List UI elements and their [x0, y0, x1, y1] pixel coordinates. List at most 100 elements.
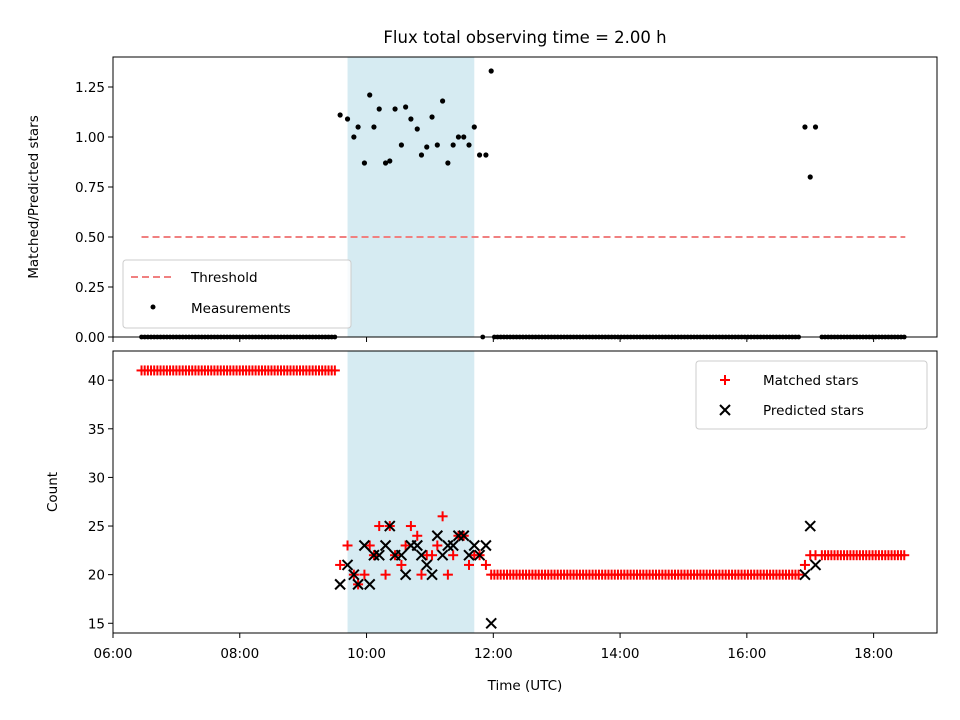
- measurement-point: [355, 124, 361, 130]
- measurement-point: [440, 98, 446, 104]
- predicted-point: [358, 539, 371, 552]
- predicted-point: [799, 568, 811, 581]
- cross-b: [399, 568, 412, 581]
- matched-point: [480, 559, 491, 570]
- x-tick-label: 10:00: [347, 646, 386, 662]
- measurement-point: [403, 104, 409, 110]
- legend-predicted-swatch: [719, 404, 731, 416]
- predicted-point: [399, 568, 412, 581]
- matched-point: [342, 540, 353, 551]
- predicted-point: [463, 549, 475, 561]
- predicted-point: [809, 559, 822, 571]
- cross-b: [447, 539, 459, 552]
- bottom-y-ticks: 15 20 25 30 35 40: [88, 373, 113, 632]
- measurement-point: [466, 142, 472, 148]
- top-highlight-span: [347, 57, 475, 337]
- legend-threshold-label: Threshold: [190, 270, 258, 286]
- predicted-point: [473, 549, 486, 561]
- y-tick-label: 0.50: [75, 230, 105, 246]
- legend-measurements-label: Measurements: [191, 301, 291, 317]
- cross-b: [341, 559, 354, 571]
- cross-b: [809, 559, 822, 571]
- legend-matched-label: Matched stars: [763, 373, 859, 389]
- cross-b: [485, 617, 497, 629]
- predicted-point: [415, 549, 428, 561]
- measurement-point: [445, 160, 451, 166]
- cross-b: [458, 530, 470, 542]
- x-tick-label: 18:00: [854, 646, 893, 662]
- y-tick-label: 25: [88, 519, 105, 535]
- bottom-legend: Matched stars Predicted stars: [695, 360, 928, 430]
- predicted-point: [411, 539, 423, 552]
- measurement-point: [351, 134, 357, 140]
- measurement-point: [488, 68, 494, 74]
- matched-point: [412, 530, 423, 541]
- measurement-point: [429, 114, 435, 120]
- predicted-point: [373, 549, 385, 561]
- measurement-point: [476, 152, 483, 158]
- measurement-point: [434, 142, 440, 148]
- cross-b: [334, 578, 346, 591]
- y-tick-label: 0.00: [75, 330, 105, 346]
- predicted-point: [436, 549, 449, 561]
- cross-b: [384, 520, 396, 532]
- cross-b: [352, 578, 364, 591]
- measurement-point: [414, 126, 420, 132]
- predicted-point: [426, 568, 438, 581]
- legend-plus-mark: [720, 375, 730, 385]
- measurement-point: [367, 92, 373, 98]
- cross-b: [426, 568, 438, 581]
- bottom-x-ticks: 06:00 08:00 10:00 12:00 14:00 16:00 18:00: [94, 633, 893, 662]
- measurement-point: [455, 134, 462, 140]
- x-tick-label: 14:00: [601, 646, 640, 662]
- cross-b: [379, 539, 392, 552]
- measurement-point: [398, 142, 404, 148]
- cross-b: [799, 568, 811, 581]
- y-tick-label: 35: [88, 422, 105, 438]
- matched-point: [405, 521, 416, 532]
- measurement-point: [812, 124, 819, 130]
- cross-b: [415, 549, 428, 561]
- y-tick-label: 15: [88, 616, 105, 632]
- matched-point: [464, 559, 475, 570]
- measurement-point: [471, 124, 477, 130]
- predicted-point: [421, 559, 433, 571]
- cross-b: [436, 549, 449, 561]
- matched-point: [442, 569, 453, 580]
- predicted-point: [379, 539, 392, 552]
- matched-point: [432, 540, 443, 551]
- measurement-point: [461, 134, 467, 140]
- matched-point: [810, 550, 821, 561]
- measurement-point: [807, 174, 813, 180]
- matched-point: [899, 550, 910, 561]
- cross-b: [473, 549, 486, 561]
- legend-predicted-label: Predicted stars: [763, 403, 864, 419]
- cross-b: [431, 530, 444, 542]
- matched-point: [793, 569, 804, 580]
- matched-point: [374, 521, 385, 532]
- predicted-point: [341, 559, 354, 571]
- predicted-point: [480, 539, 492, 552]
- x-tick-label: 06:00: [94, 646, 133, 662]
- chart-title: Flux total observing time = 2.00 h: [383, 28, 666, 47]
- x-tick-label: 16:00: [727, 646, 766, 662]
- measurement-point: [371, 124, 377, 130]
- top-y-axis-label: Matched/Predicted stars: [26, 115, 42, 278]
- measurement-point: [382, 160, 389, 166]
- y-tick-label: 1.25: [75, 80, 105, 96]
- x-tick-label: 08:00: [220, 646, 259, 662]
- top-y-ticks: 0.00 0.25 0.50 0.75 1.00 1.25: [75, 80, 113, 346]
- matched-point: [799, 559, 810, 570]
- cross-b: [364, 578, 376, 591]
- cross-b: [411, 539, 423, 552]
- x-axis-label: Time (UTC): [487, 678, 563, 694]
- cross-b: [373, 549, 385, 561]
- legend-matched-swatch: [720, 375, 730, 385]
- measurement-point: [418, 152, 425, 158]
- predicted-point: [348, 568, 360, 581]
- predicted-point: [447, 539, 459, 552]
- matched-point: [448, 550, 459, 561]
- y-tick-label: 0.25: [75, 280, 105, 296]
- top-axes-frame: [112, 56, 938, 338]
